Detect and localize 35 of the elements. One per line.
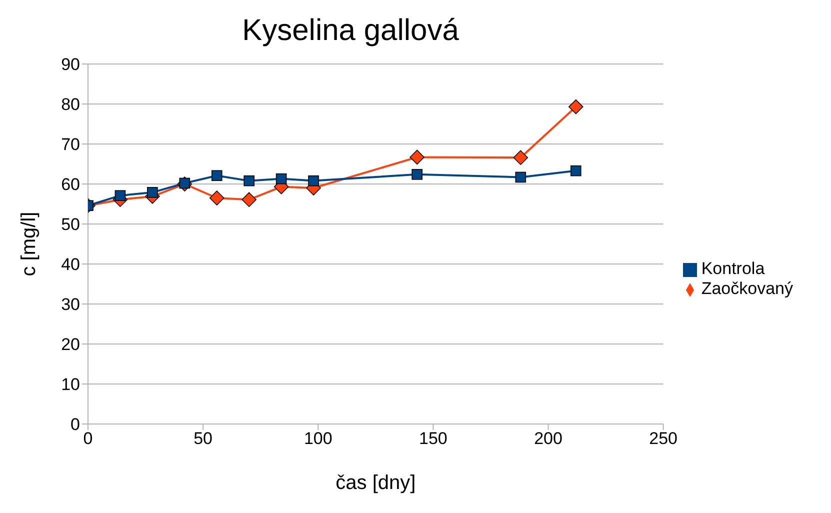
point [515, 172, 526, 183]
point [513, 150, 528, 165]
y-tick-label: 30 [61, 295, 80, 314]
x-tick-label: 0 [83, 429, 93, 448]
y-tick-label: 20 [61, 335, 80, 354]
y-tick-label: 80 [61, 95, 80, 114]
point [114, 190, 126, 201]
point [276, 173, 287, 184]
y-tick-label: 60 [61, 175, 80, 194]
y-tick-label: 70 [61, 135, 80, 154]
point [308, 175, 319, 186]
y-tick-label: 10 [61, 375, 80, 394]
y-tick-label: 50 [61, 215, 80, 234]
point [244, 175, 254, 186]
y-tick-label: 90 [61, 55, 80, 74]
point [242, 192, 256, 207]
x-tick-label: 100 [304, 429, 332, 448]
y-axis-title: c [mg/l] [18, 212, 40, 276]
point [568, 99, 584, 114]
chart-title: Kyselina gallová [241, 13, 460, 49]
legend-label: Zaočkovaný [701, 279, 793, 298]
point [209, 190, 224, 206]
x-tick-label: 200 [534, 429, 562, 448]
point [147, 187, 158, 198]
x-axis-title: čas [dny] [336, 472, 416, 494]
x-tick-label: 250 [649, 429, 678, 448]
x-tick-label: 150 [419, 429, 448, 448]
point [570, 165, 582, 176]
point [211, 170, 222, 181]
legend-label: Kontrola [701, 259, 765, 278]
y-tick-label: 0 [70, 415, 80, 434]
y-tick-label: 40 [61, 255, 80, 274]
x-tick-label: 50 [194, 429, 213, 448]
point [412, 169, 422, 180]
point [410, 150, 424, 165]
